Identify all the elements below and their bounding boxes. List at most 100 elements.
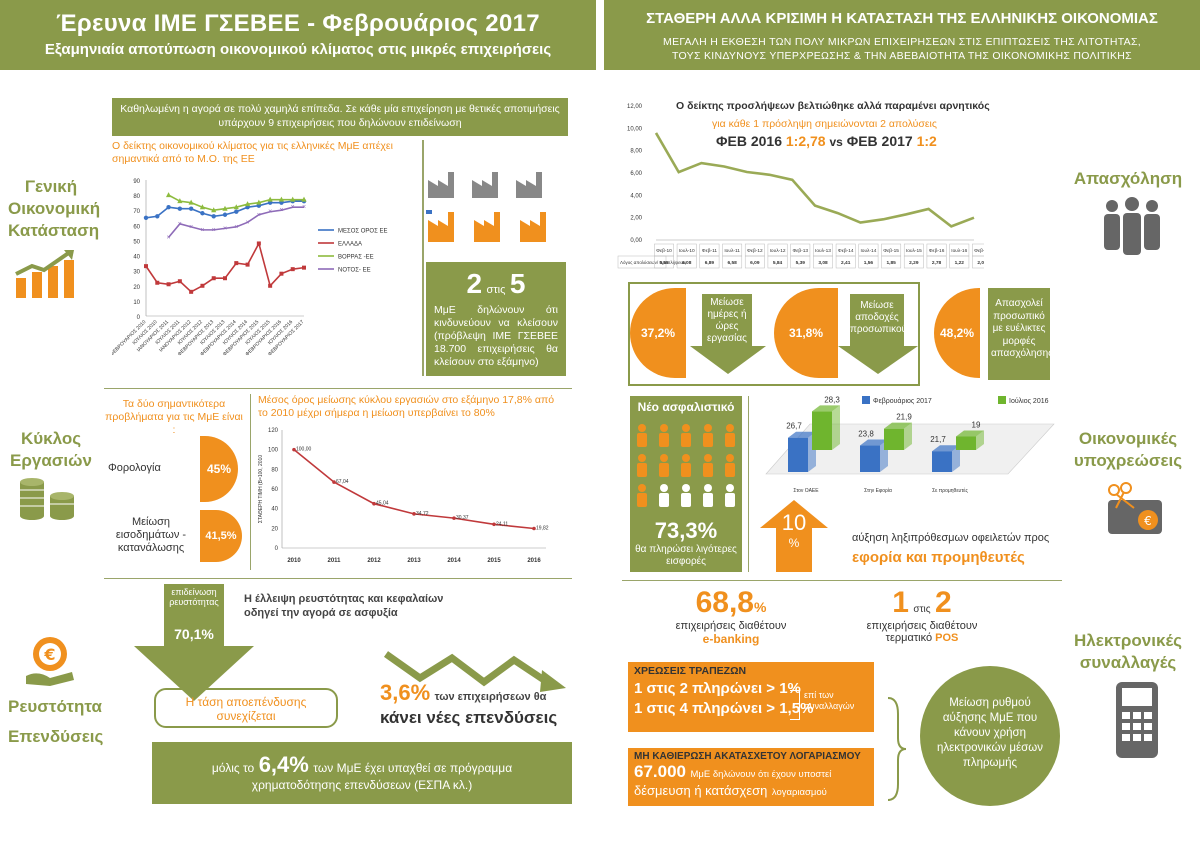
table-label-cell: [617, 255, 667, 269]
divider: [748, 396, 749, 572]
fee2: 1 στις 4 πληρώνει > 1,5%: [634, 700, 814, 717]
debt-text: αύξηση ληξιπρόθεσμων οφειλετών προς: [852, 532, 1050, 544]
table-value-cell: [881, 255, 902, 269]
x-tick-label: Φεβ-12: [747, 248, 763, 254]
person-icon: [659, 493, 669, 507]
page-subtitle: Εξαμηνιαία αποτύπωση οικονομικού κλίματο…: [44, 41, 552, 58]
employment-chart-title: Ο δείκτης προσλήψεων βελτιώθηκε αλλά παρ…: [676, 100, 990, 112]
shortage-text: Η έλλειψη ρευστότητας και κεφαλαίων οδηγ…: [244, 593, 444, 619]
seize-end: λογαριασμού: [771, 787, 827, 798]
people-grid-icon: [637, 424, 735, 507]
x-tick-label: Ιουλ-11: [724, 248, 740, 254]
data-label: 1,56: [864, 260, 874, 266]
y-tick-label: 80: [271, 467, 278, 473]
bar-top: [884, 422, 912, 429]
person-icon: [638, 424, 646, 432]
insurance-value: 73,3%: [654, 518, 718, 543]
table-value-cell: [676, 255, 697, 269]
up-value: 10: [781, 510, 807, 535]
cycle-chart: 0 20 40 60 80 100 120 ΣΤΑΘΕΡΗ ΤΙΜΗ (Β=100, 2010…: [258, 428, 549, 564]
data-label: 100,00: [296, 447, 312, 453]
data-label: 45,04: [376, 501, 389, 507]
person-icon: [660, 484, 668, 492]
growth-chart-icon: [15, 250, 74, 298]
data-point: [268, 283, 273, 288]
data-label: 1,85: [886, 260, 896, 266]
cycle-chart-title: Μέσος όρος μείωσης κύκλου εργασιών στο ε…: [258, 394, 555, 419]
debt-big: εφορία και προμηθευτές: [852, 549, 1025, 566]
seize-value: 67.000: [634, 762, 686, 781]
bar-side: [904, 422, 912, 450]
inv-text2: κάνει νέες επενδύσεις: [380, 708, 558, 727]
divider: [422, 140, 424, 376]
data-point: [278, 196, 285, 202]
data-point: ×: [189, 224, 193, 231]
y-tick-label: 40: [271, 507, 278, 513]
investment-block: 3,6% των επιχειρήσεων θα κάνει νέες επεν…: [380, 680, 570, 728]
right-line2: ΤΟΥΣ ΚΙΝΔΥΝΟΥΣ ΥΠΕΡΧΡΕΩΣΗΣ & ΤΗΝ ΑΒΕΒΑΙΟ…: [672, 50, 1132, 62]
x-tick-label: 2010: [287, 558, 301, 564]
zigzag-down-arrow: [383, 651, 566, 692]
data-label: 26,7: [786, 422, 802, 431]
down-arrow: [134, 646, 254, 701]
people-icon: [1104, 197, 1160, 255]
bar: [812, 411, 832, 450]
pos-terminal-icon: [1116, 682, 1158, 758]
section-liquidity-label: Ρευστότητα Επενδύσεις: [8, 697, 104, 746]
problems-title: Τα δύο σημαντικότερα προβλήματα για τις …: [105, 398, 243, 436]
data-point: [256, 199, 262, 205]
data-point: [188, 206, 194, 211]
person-icon: [725, 463, 735, 477]
bar-top: [860, 439, 888, 446]
espa-value: 6,4%: [258, 752, 309, 777]
data-point: ×: [234, 224, 238, 231]
ebank-text: επιχειρήσεις διαθέτουν: [675, 620, 787, 632]
data-label: 6,58: [727, 260, 737, 266]
y-tick-label: 70: [133, 209, 140, 215]
legend-label: ΜΕΣΟΣ ΟΡΟΣ ΕΕ: [338, 229, 387, 235]
data-label: 19: [972, 421, 981, 430]
data-label: 21,7: [930, 435, 946, 444]
data-point: [222, 205, 228, 211]
y-tick-label: 0: [137, 315, 141, 321]
x-tick-label: Ιουλ-10: [679, 248, 695, 254]
y-tick-label: 60: [271, 487, 278, 493]
legend-label: Ιούλιος 2016: [1009, 397, 1049, 405]
inv-text1: των επιχειρήσεων θα: [434, 691, 547, 703]
table-value-cell: [813, 255, 833, 269]
seize-big: δέσμευση ή κατάσχεση: [634, 783, 768, 798]
x-tick-label: Ιουλ-15: [906, 248, 922, 254]
data-point: ×: [167, 234, 171, 241]
series-line: [293, 449, 535, 530]
table-value-cell: [972, 255, 984, 269]
data-point: [301, 196, 307, 202]
y-tick-label: 4,00: [630, 193, 642, 199]
espa-box: μόλις το 6,4% των ΜμΕ έχει υπαχθεί σε πρ…: [152, 742, 572, 804]
disinvest-box: Η τάση αποεπένδυσης συνεχίζεται: [154, 688, 338, 728]
y-axis-label: ΣΤΑΘΕΡΗ ΤΙΜΗ (Β=100, 2010: [258, 455, 264, 523]
section-employment-label: Απασχόληση: [1073, 169, 1183, 188]
data-point: [211, 214, 216, 219]
cmp-b: ΦΕΒ 2017: [846, 133, 913, 149]
insurance-text: θα πληρώσει λιγότερες εισφορές: [635, 544, 737, 567]
y-tick-label: 50: [133, 239, 140, 245]
cmp-vs: vs: [829, 135, 843, 149]
header-right: ΣΤΑΘΕΡΗ ΑΛΛΑ ΚΡΙΣΙΜΗ Η ΚΑΤΑΣΤΑΣΗ ΤΗΣ ΕΛΛ…: [604, 0, 1200, 70]
ebank-unit: %: [753, 599, 767, 615]
table-value-cell: [858, 255, 879, 269]
bar-side: [976, 430, 984, 450]
y-tick-label: 10,00: [627, 126, 643, 132]
curly-brace: [887, 697, 907, 801]
x-tick-label: Φεβ-11: [702, 248, 718, 254]
divider: [250, 394, 251, 570]
section-cycle-label: Κύκλος Εργασιών: [10, 429, 92, 470]
person-icon: [704, 424, 712, 432]
x-tick-label: Ιουλ-12: [770, 248, 786, 254]
data-label: 19,82: [536, 526, 549, 532]
legend-label: ΝΟΤΟΣ- ΕΕ: [338, 268, 371, 274]
risk-box: 2 στις 5 ΜμΕ δηλώνουν ότι κινδυνεύουν να…: [426, 262, 566, 376]
x-tick-label: 2012: [367, 558, 381, 564]
person-icon: [681, 463, 691, 477]
data-point: [189, 289, 194, 294]
table-value-cell: [949, 255, 970, 269]
